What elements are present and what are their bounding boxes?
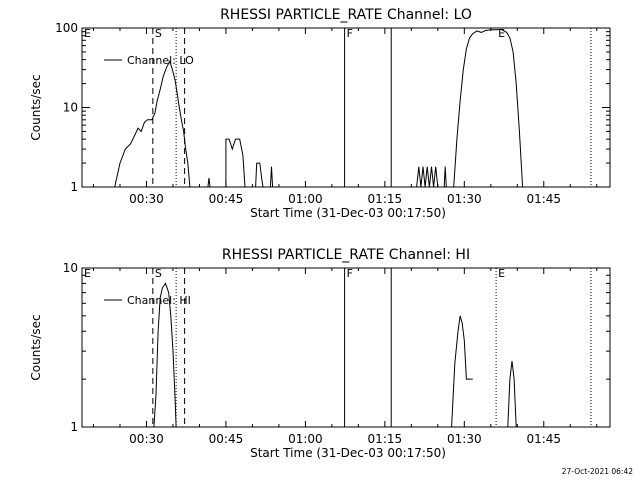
- x-tick-label: 01:45: [526, 192, 561, 206]
- series-line: [450, 28, 524, 188]
- series-line: [153, 282, 177, 428]
- series-line: [269, 166, 274, 188]
- x-tick-label: 00:45: [209, 192, 244, 206]
- series-line: [451, 315, 473, 428]
- marker-label: E: [84, 267, 91, 280]
- chart-title: RHESSI PARTICLE_RATE Channel: HI: [222, 247, 470, 263]
- series-line: [255, 162, 264, 188]
- y-axis-label: Counts/sec: [29, 314, 43, 380]
- x-tick-label: 00:45: [209, 432, 244, 446]
- chart-panel-hi: RHESSI PARTICLE_RATE Channel: HI 00:30 00:…: [29, 247, 611, 460]
- marker-label: E: [84, 27, 91, 40]
- chart-panels: RHESSI PARTICLE_RATE Channel: LO 00:30 00:…: [29, 7, 611, 460]
- timestamp-label: 27-Oct-2021 06:42: [562, 467, 633, 476]
- marker-label: F: [347, 267, 353, 280]
- chart-panel-lo: RHESSI PARTICLE_RATE Channel: LO 00:30 00:…: [29, 7, 611, 220]
- y-tick-label: 10: [63, 101, 78, 115]
- x-tick-label: 01:15: [368, 192, 403, 206]
- legend-label: Channel: LO: [127, 54, 194, 67]
- series-line: [443, 166, 447, 188]
- x-tick-label: 00:30: [129, 432, 164, 446]
- x-tick-label: 01:00: [288, 192, 323, 206]
- x-axis-label: Start Time (31-Dec-03 00:17:50): [250, 446, 446, 460]
- marker-label: E: [498, 27, 505, 40]
- chart-title: RHESSI PARTICLE_RATE Channel: LO: [220, 7, 472, 23]
- y-tick-label: 100: [55, 21, 78, 35]
- series-line: [416, 166, 439, 188]
- series-line: [507, 360, 517, 428]
- x-tick-label: 01:15: [368, 432, 403, 446]
- marker-label: E: [498, 267, 505, 280]
- marker-label: F: [347, 27, 353, 40]
- x-tick-label: 01:00: [288, 432, 323, 446]
- plot-frame: [81, 267, 611, 428]
- series-line: [225, 138, 246, 188]
- x-tick-label: 01:45: [526, 432, 561, 446]
- x-tick-label: 01:30: [447, 432, 482, 446]
- y-tick-label: 1: [70, 180, 78, 194]
- marker-label: S: [155, 267, 162, 280]
- y-axis-label: Counts/sec: [29, 74, 43, 140]
- x-tick-label: 00:30: [129, 192, 164, 206]
- x-axis-label: Start Time (31-Dec-03 00:17:50): [250, 206, 446, 220]
- y-tick-label: 10: [63, 261, 78, 275]
- y-tick-label: 1: [70, 420, 78, 434]
- series-line: [207, 177, 211, 188]
- legend-label: Channel: HI: [127, 294, 191, 307]
- marker-label: S: [155, 27, 162, 40]
- series-line: [114, 60, 191, 188]
- x-tick-label: 01:30: [447, 192, 482, 206]
